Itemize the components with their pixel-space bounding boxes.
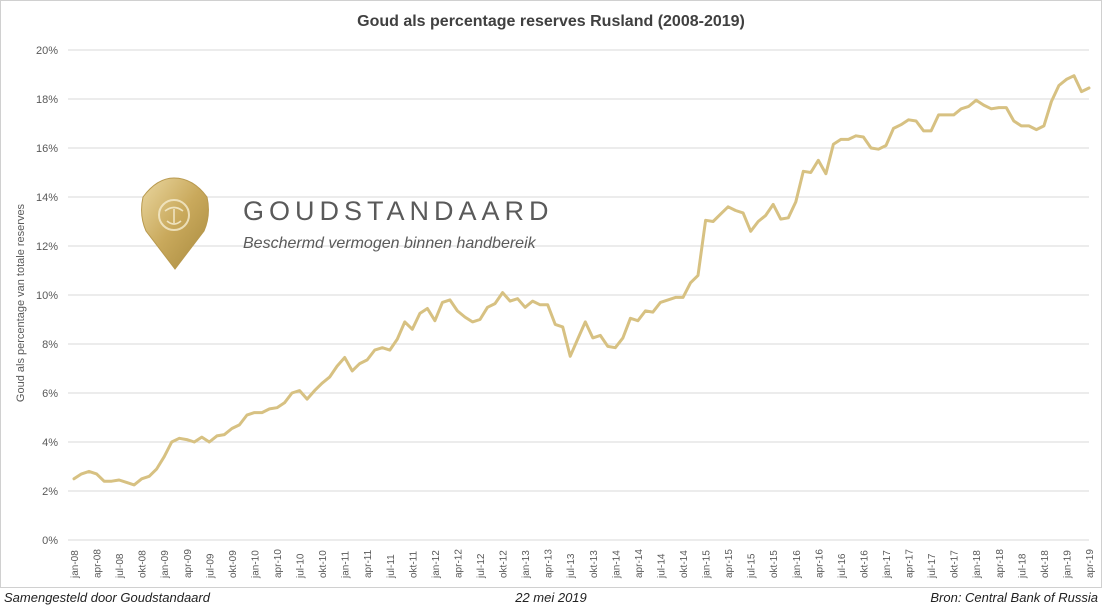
x-tick-label: jul-08: [115, 553, 126, 579]
footer-credit: Samengesteld door Goudstandaard: [4, 590, 210, 605]
x-tick-label: jan-11: [341, 551, 352, 579]
x-tick-label: jan-19: [1062, 550, 1073, 579]
x-tick-label: apr-09: [183, 549, 194, 578]
x-tick-label: apr-14: [634, 549, 645, 578]
x-tick-label: okt-13: [589, 550, 600, 578]
y-tick-label: 14%: [36, 192, 58, 204]
y-tick-label: 20%: [36, 45, 58, 57]
x-tick-label: apr-12: [453, 549, 464, 578]
x-tick-label: apr-18: [995, 549, 1006, 578]
x-tick-label: okt-11: [408, 551, 419, 578]
y-tick-label: 2%: [42, 486, 58, 498]
x-tick-label: okt-15: [769, 550, 780, 578]
x-tick-label: jul-16: [837, 553, 848, 579]
x-tick-label: jul-15: [747, 553, 758, 579]
x-tick-label: apr-17: [905, 549, 916, 578]
x-tick-label: okt-18: [1040, 550, 1051, 578]
x-tick-label: okt-10: [318, 550, 329, 578]
x-tick-label: jan-09: [160, 550, 171, 579]
y-tick-label: 16%: [36, 143, 58, 155]
y-tick-label: 18%: [36, 94, 58, 106]
series-group: [72, 74, 1091, 487]
x-tick-label: okt-17: [950, 550, 961, 578]
x-tick-label: jul-17: [927, 553, 938, 579]
y-tick-label: 12%: [36, 241, 58, 253]
chart-title: Goud als percentage reserves Rusland (20…: [357, 13, 745, 30]
x-tick-label: jul-11: [386, 554, 397, 579]
x-tick-labels: jan-08 apr-08 jul-08 okt-08 jan-09 apr-09 jul-…: [70, 549, 1096, 579]
chart-frame: Goud als percentage reserves Rusland (20…: [0, 0, 1102, 588]
x-tick-label: jan-13: [521, 550, 532, 579]
x-tick-label: okt-08: [138, 550, 149, 578]
y-tick-label: 6%: [42, 388, 58, 400]
x-tick-label: apr-13: [544, 549, 555, 578]
logo-brand: GOUDSTANDAARD: [243, 196, 554, 226]
x-tick-label: okt-09: [228, 550, 239, 578]
x-tick-label: jan-15: [702, 550, 713, 579]
y-tick-label: 8%: [42, 339, 58, 351]
x-tick-label: jan-14: [611, 550, 622, 579]
logo-tagline: Beschermd vermogen binnen handbereik: [243, 235, 537, 252]
footer: Samengesteld door Goudstandaard 22 mei 2…: [4, 590, 1098, 608]
x-tick-label: jul-10: [296, 553, 307, 579]
y-axis-label: Goud als percentage van totale reserves: [15, 203, 27, 402]
x-tick-label: jul-12: [476, 553, 487, 579]
x-tick-label: apr-16: [814, 549, 825, 578]
footer-source: Bron: Central Bank of Russia: [930, 590, 1098, 605]
x-tick-label: apr-11: [363, 549, 374, 578]
y-tick-label: 4%: [42, 437, 58, 449]
x-tick-label: apr-19: [1085, 549, 1096, 578]
x-tick-label: jan-08: [70, 550, 81, 579]
x-tick-label: jan-10: [250, 550, 261, 579]
logo: GOUDSTANDAARD Beschermd vermogen binnen …: [141, 177, 554, 270]
grid-lines: [68, 49, 1089, 541]
x-tick-label: okt-14: [679, 550, 690, 578]
x-tick-label: jan-17: [882, 550, 893, 579]
x-tick-label: jul-14: [656, 553, 667, 579]
x-tick-label: jan-18: [972, 550, 983, 579]
series-line: [72, 74, 1091, 487]
x-tick-label: jul-09: [205, 553, 216, 579]
x-tick-label: apr-08: [93, 549, 104, 578]
x-tick-label: jul-13: [566, 553, 577, 579]
x-tick-label: jul-18: [1017, 553, 1028, 579]
lion-shield-icon: [141, 177, 209, 270]
chart-svg: 0% 2% 4% 6% 8% 10% 12% 14% 16% 18% 20% jan-08 apr-0…: [15, 45, 1096, 579]
x-tick-label: jan-12: [431, 550, 442, 579]
footer-date: 22 mei 2019: [515, 590, 587, 605]
x-tick-label: apr-15: [724, 549, 735, 578]
x-tick-label: okt-16: [859, 550, 870, 578]
x-tick-label: okt-12: [499, 550, 510, 578]
x-tick-label: jan-16: [792, 550, 803, 579]
y-tick-labels: 0% 2% 4% 6% 8% 10% 12% 14% 16% 18% 20%: [36, 45, 58, 547]
x-tick-label: apr-10: [273, 549, 284, 578]
y-tick-label: 10%: [36, 290, 58, 302]
y-tick-label: 0%: [42, 535, 58, 547]
